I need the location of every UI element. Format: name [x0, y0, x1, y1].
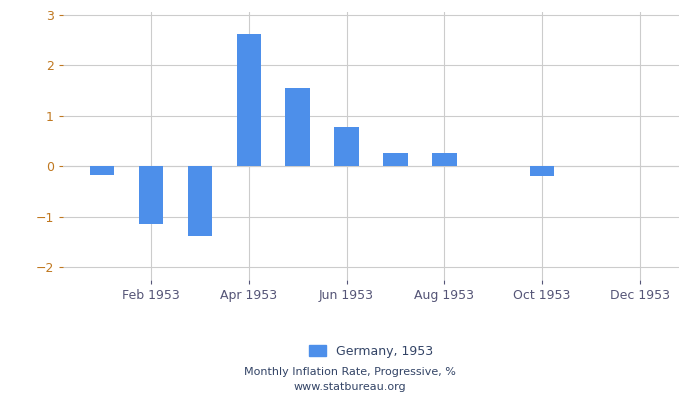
- Bar: [90, 166, 114, 175]
- Text: Monthly Inflation Rate, Progressive, %: Monthly Inflation Rate, Progressive, %: [244, 367, 456, 377]
- Bar: [335, 127, 359, 166]
- Legend: Germany, 1953: Germany, 1953: [304, 340, 438, 363]
- Text: www.statbureau.org: www.statbureau.org: [294, 382, 406, 392]
- Bar: [188, 166, 212, 236]
- Bar: [139, 166, 163, 224]
- Bar: [383, 153, 407, 166]
- Bar: [237, 34, 261, 166]
- Bar: [432, 153, 456, 166]
- Bar: [286, 88, 310, 166]
- Bar: [530, 166, 554, 176]
